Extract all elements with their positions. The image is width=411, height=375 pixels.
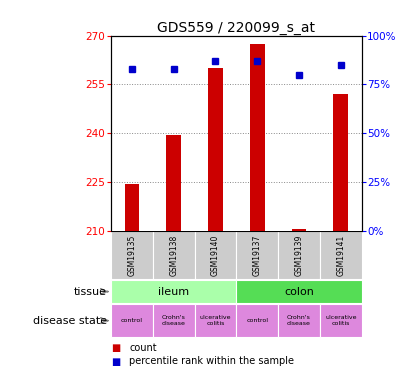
Bar: [153, 304, 194, 337]
Bar: [320, 304, 362, 337]
Bar: [153, 231, 194, 279]
Bar: [292, 229, 306, 231]
Text: GSM19135: GSM19135: [127, 234, 136, 276]
Bar: [194, 304, 236, 337]
Bar: [166, 135, 181, 231]
Text: count: count: [129, 343, 157, 353]
Bar: [250, 44, 265, 231]
Text: Crohn's
disease: Crohn's disease: [287, 315, 311, 326]
Bar: [236, 280, 362, 303]
Text: Crohn's
disease: Crohn's disease: [162, 315, 186, 326]
Text: disease state: disease state: [33, 316, 107, 326]
Bar: [236, 304, 278, 337]
Text: control: control: [246, 318, 268, 323]
Text: GSM19137: GSM19137: [253, 234, 262, 276]
Text: ulcerative
colitis: ulcerative colitis: [200, 315, 231, 326]
Text: ileum: ileum: [158, 286, 189, 297]
Text: GSM19139: GSM19139: [295, 234, 303, 276]
Bar: [320, 231, 362, 279]
Text: GSM19138: GSM19138: [169, 234, 178, 276]
Bar: [194, 231, 236, 279]
Bar: [278, 304, 320, 337]
Text: GSM19141: GSM19141: [336, 234, 345, 276]
Text: percentile rank within the sample: percentile rank within the sample: [129, 357, 294, 366]
Bar: [111, 280, 236, 303]
Bar: [208, 68, 223, 231]
Bar: [125, 183, 139, 231]
Title: GDS559 / 220099_s_at: GDS559 / 220099_s_at: [157, 21, 315, 34]
Bar: [236, 231, 278, 279]
Bar: [333, 94, 348, 231]
Text: GSM19140: GSM19140: [211, 234, 220, 276]
Text: ulcerative
colitis: ulcerative colitis: [325, 315, 356, 326]
Text: control: control: [121, 318, 143, 323]
Text: colon: colon: [284, 286, 314, 297]
Bar: [278, 231, 320, 279]
Text: ■: ■: [111, 357, 120, 366]
Text: ■: ■: [111, 343, 120, 353]
Bar: [111, 304, 153, 337]
Bar: [111, 231, 153, 279]
Text: tissue: tissue: [74, 286, 107, 297]
